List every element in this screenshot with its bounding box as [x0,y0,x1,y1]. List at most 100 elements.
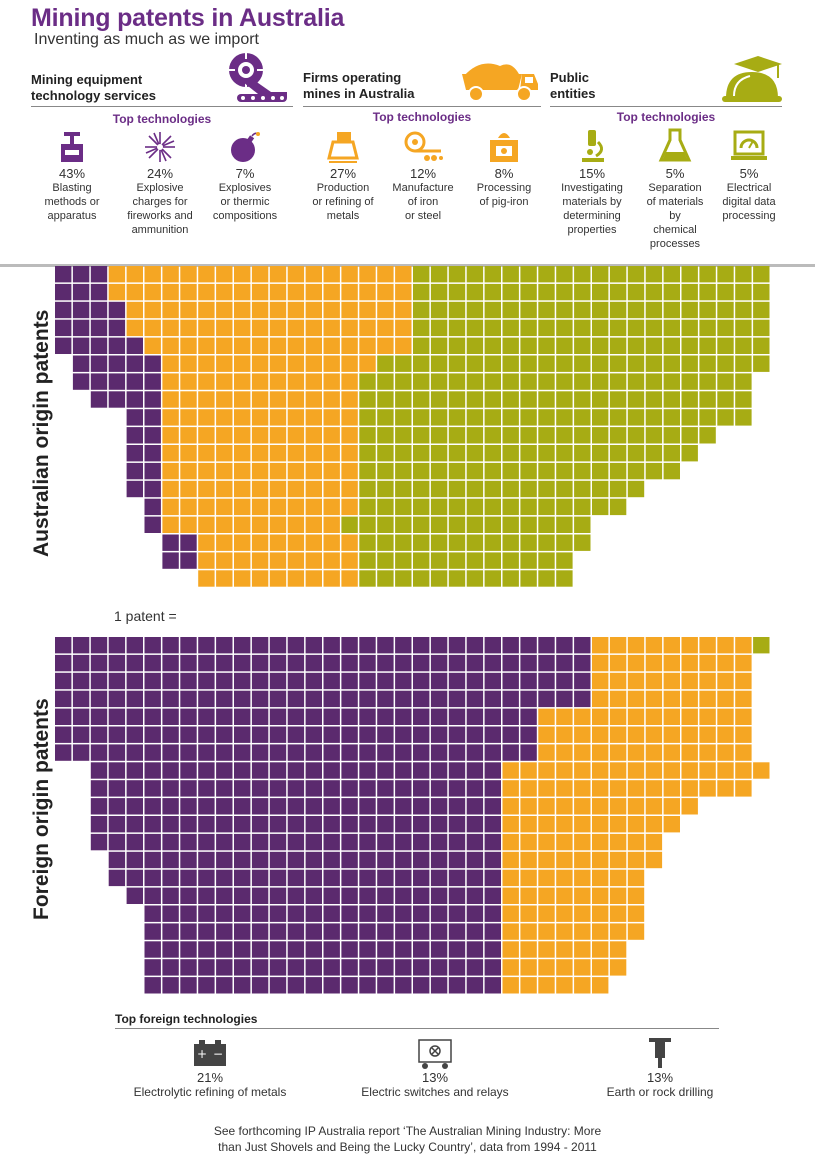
patent-square [108,391,126,408]
patent-square [538,373,555,390]
patent-square [287,337,305,354]
patent-square [413,851,430,869]
patent-square [430,391,448,408]
patent-square [395,301,412,319]
tech-label: Explosive [136,182,184,194]
patent-square [377,869,394,887]
patent-square [681,409,698,426]
patent-square [180,654,197,672]
patent-square [377,427,394,444]
patent-square [735,780,752,797]
patent-square [430,905,448,922]
patent-square [574,762,591,779]
patent-square [466,409,484,426]
patent-square [144,708,161,725]
patent-square [538,780,555,797]
patent-square [216,570,233,587]
patent-square [448,959,466,976]
patent-square [341,427,358,444]
patent-square [395,941,412,958]
patent-square [305,534,322,551]
patent-square [180,762,197,779]
patent-square [234,534,251,551]
patent-square [198,833,215,851]
helmet-graduation-icon [722,56,782,102]
patent-square [269,552,287,569]
patent-square [502,762,519,779]
mining-machine-icon [229,53,287,102]
patent-square [108,708,126,725]
patent-square [413,833,430,851]
patent-square [538,726,555,743]
patent-square [448,851,466,869]
patent-square [198,726,215,743]
patent-square [609,905,627,922]
patent-square [377,887,394,904]
patent-square [466,480,484,498]
patent-square [663,301,680,319]
patent-square [72,744,90,761]
patent-square [717,409,734,426]
patent-square [251,833,269,851]
patent-square [55,708,72,725]
foreign-tech-label: Earth or rock drilling [606,1085,714,1099]
patent-square [323,816,340,833]
patent-square [198,780,215,797]
patent-square [502,816,519,833]
patent-square [430,266,448,283]
patent-square [448,283,466,301]
patent-square [305,977,322,994]
patent-square [341,905,358,922]
patent-square [484,301,501,319]
patent-square [180,319,197,337]
patent-square [216,869,233,887]
patent-square [323,833,340,851]
patent-square [538,798,555,815]
patent-square [609,762,627,779]
patent-square [466,445,484,462]
patent-square [162,959,179,976]
patent-square [430,570,448,587]
patent-square [305,851,322,869]
patent-square [287,762,305,779]
patent-square [717,301,734,319]
patent-square [341,283,358,301]
patent-square [198,283,215,301]
patent-square [556,690,573,708]
patent-square [287,708,305,725]
patent-square [574,266,591,283]
patent-square [377,391,394,408]
patent-square [413,816,430,833]
patent-square [55,690,72,708]
patent-square [269,266,287,283]
patent-square [341,570,358,587]
patent-square [323,654,340,672]
patent-square [717,726,734,743]
tech-label: processing [722,210,776,222]
patent-square [395,319,412,337]
patent-square [90,816,108,833]
patent-square [287,816,305,833]
patent-square [520,887,537,904]
tech-label: or steel [404,210,442,222]
patent-square [180,283,197,301]
patent-square [341,887,358,904]
patent-square [484,552,501,569]
patent-square [520,498,537,516]
patent-square [216,637,233,654]
patent-square [126,833,143,851]
patent-square [609,833,627,851]
tech-item: 5% Electrical digital data processing [708,128,790,223]
patent-square [395,355,412,372]
patent-square [234,887,251,904]
patent-square [287,637,305,654]
patent-square [198,301,215,319]
patent-square [359,941,376,958]
patent-square [502,319,519,337]
patent-square [484,959,501,976]
patent-square [430,959,448,976]
patent-square [55,319,72,337]
tech-label: Blasting [52,182,92,194]
patent-square [735,373,752,390]
patent-square [430,445,448,462]
